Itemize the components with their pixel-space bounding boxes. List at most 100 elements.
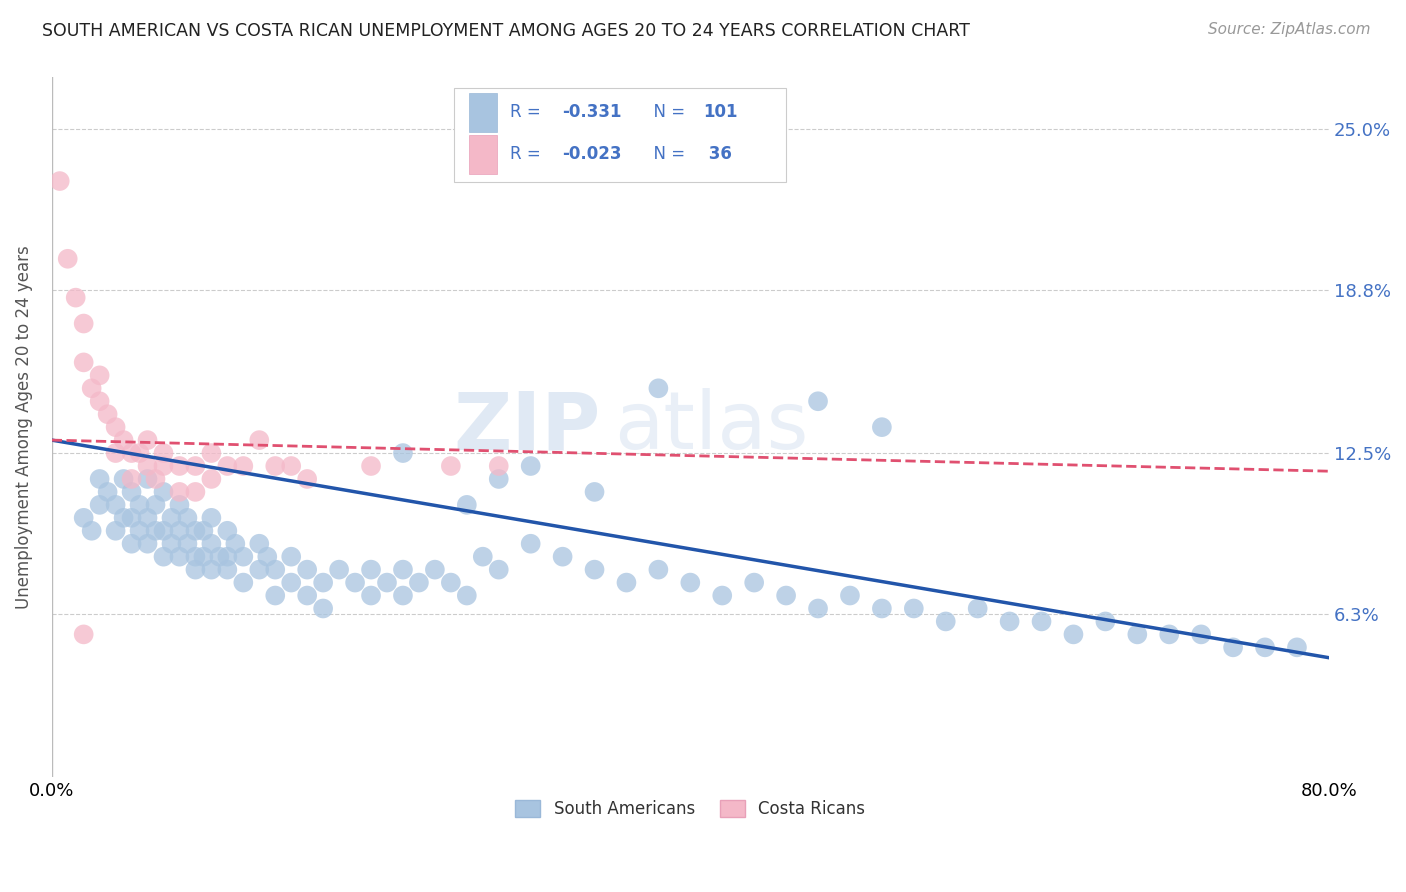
Text: R =: R = xyxy=(510,103,551,121)
Point xyxy=(775,589,797,603)
Point xyxy=(471,549,494,564)
Point xyxy=(679,575,702,590)
Point xyxy=(392,563,415,577)
Point xyxy=(136,433,159,447)
Point xyxy=(1285,640,1308,655)
Point xyxy=(112,433,135,447)
Point xyxy=(551,549,574,564)
Point xyxy=(392,589,415,603)
Point xyxy=(208,549,231,564)
Point xyxy=(136,472,159,486)
Point xyxy=(184,563,207,577)
Point xyxy=(184,458,207,473)
Point xyxy=(48,174,70,188)
Point xyxy=(966,601,988,615)
Point xyxy=(217,563,239,577)
Point xyxy=(128,524,150,538)
Point xyxy=(136,511,159,525)
Point xyxy=(104,524,127,538)
Point xyxy=(169,498,191,512)
Point xyxy=(583,484,606,499)
Point xyxy=(97,484,120,499)
Point xyxy=(200,537,222,551)
Y-axis label: Unemployment Among Ages 20 to 24 years: Unemployment Among Ages 20 to 24 years xyxy=(15,245,32,609)
Point xyxy=(145,498,167,512)
Text: ZIP: ZIP xyxy=(454,388,600,467)
Point xyxy=(711,589,734,603)
Point xyxy=(280,575,302,590)
Point xyxy=(264,458,287,473)
Point xyxy=(104,498,127,512)
Point xyxy=(128,498,150,512)
Point xyxy=(1031,615,1053,629)
Point xyxy=(169,484,191,499)
Text: Source: ZipAtlas.com: Source: ZipAtlas.com xyxy=(1208,22,1371,37)
Point xyxy=(176,537,198,551)
Point xyxy=(328,563,350,577)
Point xyxy=(73,317,96,331)
Point xyxy=(184,484,207,499)
Point xyxy=(152,549,174,564)
Point xyxy=(184,549,207,564)
Point xyxy=(232,549,254,564)
Text: -0.331: -0.331 xyxy=(562,103,621,121)
Point xyxy=(903,601,925,615)
Point xyxy=(440,458,463,473)
Point xyxy=(1159,627,1181,641)
Point xyxy=(616,575,638,590)
Point xyxy=(73,355,96,369)
Point xyxy=(519,537,541,551)
Point xyxy=(160,511,183,525)
Point xyxy=(870,601,893,615)
Point xyxy=(519,458,541,473)
Text: R =: R = xyxy=(510,145,551,163)
Point xyxy=(217,549,239,564)
Point xyxy=(423,563,446,577)
Point xyxy=(104,420,127,434)
Point xyxy=(935,615,957,629)
Point xyxy=(1254,640,1277,655)
Point xyxy=(224,537,246,551)
Point xyxy=(152,446,174,460)
Point xyxy=(312,601,335,615)
Point xyxy=(65,291,87,305)
Bar xyxy=(470,136,498,174)
Point xyxy=(295,472,318,486)
Point xyxy=(247,563,270,577)
Point xyxy=(295,563,318,577)
Point xyxy=(169,524,191,538)
Bar xyxy=(470,93,498,132)
Text: atlas: atlas xyxy=(613,388,808,467)
Point xyxy=(375,575,398,590)
Text: 36: 36 xyxy=(703,145,733,163)
Point xyxy=(264,589,287,603)
Point xyxy=(128,446,150,460)
Point xyxy=(121,484,143,499)
Point xyxy=(647,563,669,577)
Text: N =: N = xyxy=(643,145,690,163)
Point xyxy=(152,458,174,473)
Point xyxy=(193,524,215,538)
Point xyxy=(360,563,382,577)
Point xyxy=(247,537,270,551)
Point xyxy=(344,575,367,590)
Legend: South Americans, Costa Ricans: South Americans, Costa Ricans xyxy=(509,793,872,824)
Point xyxy=(742,575,765,590)
Point xyxy=(647,381,669,395)
Point xyxy=(312,575,335,590)
Point xyxy=(456,589,478,603)
Point xyxy=(145,472,167,486)
Point xyxy=(839,589,862,603)
Point xyxy=(200,446,222,460)
Point xyxy=(56,252,79,266)
Point xyxy=(217,458,239,473)
Point xyxy=(392,446,415,460)
Point xyxy=(1126,627,1149,641)
Text: N =: N = xyxy=(643,103,690,121)
Point xyxy=(264,563,287,577)
Point xyxy=(232,575,254,590)
Point xyxy=(807,601,830,615)
Point xyxy=(232,458,254,473)
Point xyxy=(1062,627,1084,641)
Point xyxy=(121,446,143,460)
